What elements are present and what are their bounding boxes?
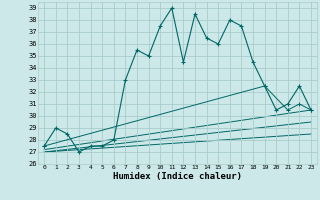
- X-axis label: Humidex (Indice chaleur): Humidex (Indice chaleur): [113, 172, 242, 181]
